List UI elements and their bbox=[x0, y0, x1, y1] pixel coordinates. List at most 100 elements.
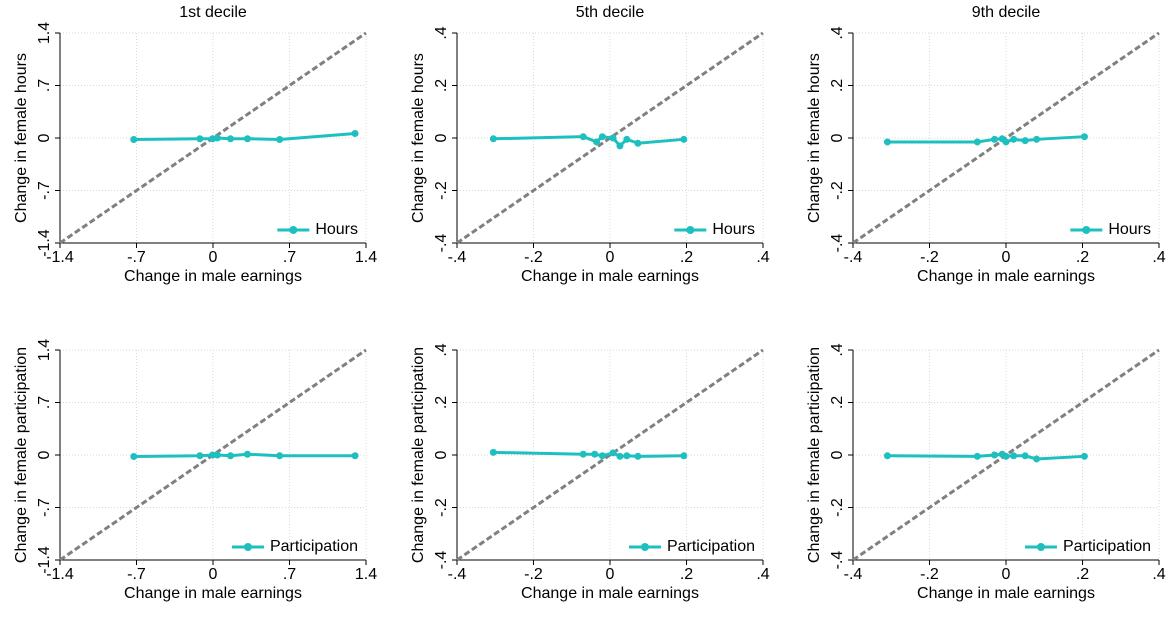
point bbox=[616, 142, 624, 150]
point bbox=[609, 134, 617, 142]
panel: 5th decile -.4 -.2 0 .2 .4 -.4 -.2 0 .2 .4 Change i… bbox=[410, 4, 770, 285]
legend-label: Hours bbox=[1108, 221, 1151, 238]
y-tick-label: .7 bbox=[36, 396, 53, 409]
point bbox=[276, 136, 284, 143]
point bbox=[973, 138, 981, 146]
x-tick-label: .2 bbox=[1076, 566, 1089, 583]
x-tick-label: 0 bbox=[606, 249, 615, 266]
y-tick-label: .4 bbox=[433, 26, 450, 39]
reference-line bbox=[852, 31, 1160, 245]
y-tick-label: 0 bbox=[36, 133, 53, 142]
point bbox=[579, 450, 587, 458]
x-tick-label: -.4 bbox=[448, 566, 467, 583]
y-tick-label: 0 bbox=[829, 133, 846, 142]
y-tick-label: .4 bbox=[829, 343, 846, 356]
y-axis-label: Change in female participation bbox=[410, 347, 427, 563]
x-tick-label: .2 bbox=[680, 566, 693, 583]
y-axis-label: Change in female hours bbox=[410, 53, 427, 223]
y-tick-label: -1.4 bbox=[36, 546, 53, 574]
point bbox=[243, 135, 251, 143]
legend-marker bbox=[1082, 226, 1091, 234]
panel: 9th decile -.4 -.2 0 .2 .4 -.4 -.2 0 .2 .4 Change i… bbox=[806, 4, 1166, 285]
y-tick-label: -.2 bbox=[433, 498, 450, 517]
y-tick-label: -.4 bbox=[433, 551, 450, 570]
x-axis-label: Change in male earnings bbox=[521, 585, 699, 602]
point bbox=[598, 133, 606, 141]
y-tick-label: .4 bbox=[829, 26, 846, 39]
point bbox=[1021, 137, 1029, 145]
y-tick-label: .7 bbox=[36, 79, 53, 92]
point bbox=[591, 450, 599, 458]
point bbox=[351, 452, 359, 460]
legend-label: Participation bbox=[667, 538, 755, 555]
x-tick-label: -.2 bbox=[920, 566, 939, 583]
point bbox=[973, 452, 981, 460]
point bbox=[226, 452, 234, 460]
legend-marker bbox=[640, 543, 649, 551]
x-tick-label: 0 bbox=[209, 566, 218, 583]
point bbox=[1033, 135, 1041, 143]
y-tick-label: -.4 bbox=[829, 551, 846, 570]
legend-marker bbox=[1036, 543, 1045, 551]
x-tick-label: 0 bbox=[1002, 566, 1011, 583]
point bbox=[209, 451, 217, 459]
y-axis-label: Change in female participation bbox=[806, 347, 823, 563]
x-tick-label: 1.4 bbox=[355, 566, 377, 583]
point bbox=[598, 452, 606, 460]
legend-marker bbox=[686, 226, 695, 234]
y-tick-label: .2 bbox=[829, 396, 846, 409]
x-tick-label: -.4 bbox=[448, 249, 467, 266]
point bbox=[213, 451, 221, 459]
y-tick-label: .2 bbox=[433, 79, 450, 92]
point bbox=[196, 135, 204, 143]
x-tick-label: -.2 bbox=[524, 566, 543, 583]
point bbox=[1002, 452, 1010, 460]
y-tick-label: -.2 bbox=[433, 181, 450, 200]
legend-label: Participation bbox=[270, 538, 358, 555]
point bbox=[991, 451, 999, 459]
point bbox=[1033, 455, 1041, 463]
y-tick-label: -.7 bbox=[36, 498, 53, 517]
point bbox=[489, 448, 497, 456]
point bbox=[609, 449, 617, 457]
point bbox=[1010, 135, 1018, 143]
y-tick-label: -.4 bbox=[433, 234, 450, 253]
x-tick-label: -.7 bbox=[127, 566, 146, 583]
point bbox=[579, 133, 587, 141]
y-tick-label: -.2 bbox=[829, 498, 846, 517]
panel: -.4 -.2 0 .2 .4 -.4 -.2 0 .2 .4 Change in male ear… bbox=[410, 343, 770, 602]
y-tick-label: -.2 bbox=[829, 181, 846, 200]
point bbox=[623, 452, 631, 460]
point bbox=[680, 452, 688, 460]
y-tick-label: 1.4 bbox=[36, 22, 53, 44]
y-tick-label: 0 bbox=[433, 133, 450, 142]
point bbox=[196, 452, 204, 460]
x-tick-label: .4 bbox=[1152, 249, 1165, 266]
point bbox=[130, 136, 138, 143]
x-axis-label: Change in male earnings bbox=[124, 585, 302, 602]
point bbox=[680, 135, 688, 143]
x-tick-label: -.7 bbox=[127, 249, 146, 266]
panel: 1st decile -1.4 -.7 0 .7 1.4 -1.4 -.7 0 .7 1.4 Chan… bbox=[13, 4, 377, 285]
x-tick-label: -.4 bbox=[844, 566, 863, 583]
y-tick-label: .4 bbox=[433, 343, 450, 356]
point bbox=[489, 135, 497, 143]
y-tick-label: -.7 bbox=[36, 181, 53, 200]
series-line bbox=[887, 135, 1085, 144]
x-tick-label: 0 bbox=[606, 566, 615, 583]
y-axis-label: Change in female hours bbox=[806, 53, 823, 223]
y-axis-label: Change in female participation bbox=[13, 347, 30, 563]
point bbox=[226, 135, 234, 143]
x-tick-label: 0 bbox=[209, 249, 218, 266]
point bbox=[243, 450, 251, 458]
point bbox=[593, 138, 601, 146]
y-tick-label: .2 bbox=[433, 396, 450, 409]
y-axis-label: Change in female hours bbox=[13, 53, 30, 223]
point bbox=[634, 452, 642, 460]
y-tick-label: .2 bbox=[829, 79, 846, 92]
y-tick-label: 0 bbox=[829, 450, 846, 459]
x-tick-label: -.2 bbox=[920, 249, 939, 266]
panel: -1.4 -.7 0 .7 1.4 -1.4 -.7 0 .7 1.4 Change in male… bbox=[13, 339, 377, 602]
x-axis-label: Change in male earnings bbox=[917, 585, 1095, 602]
